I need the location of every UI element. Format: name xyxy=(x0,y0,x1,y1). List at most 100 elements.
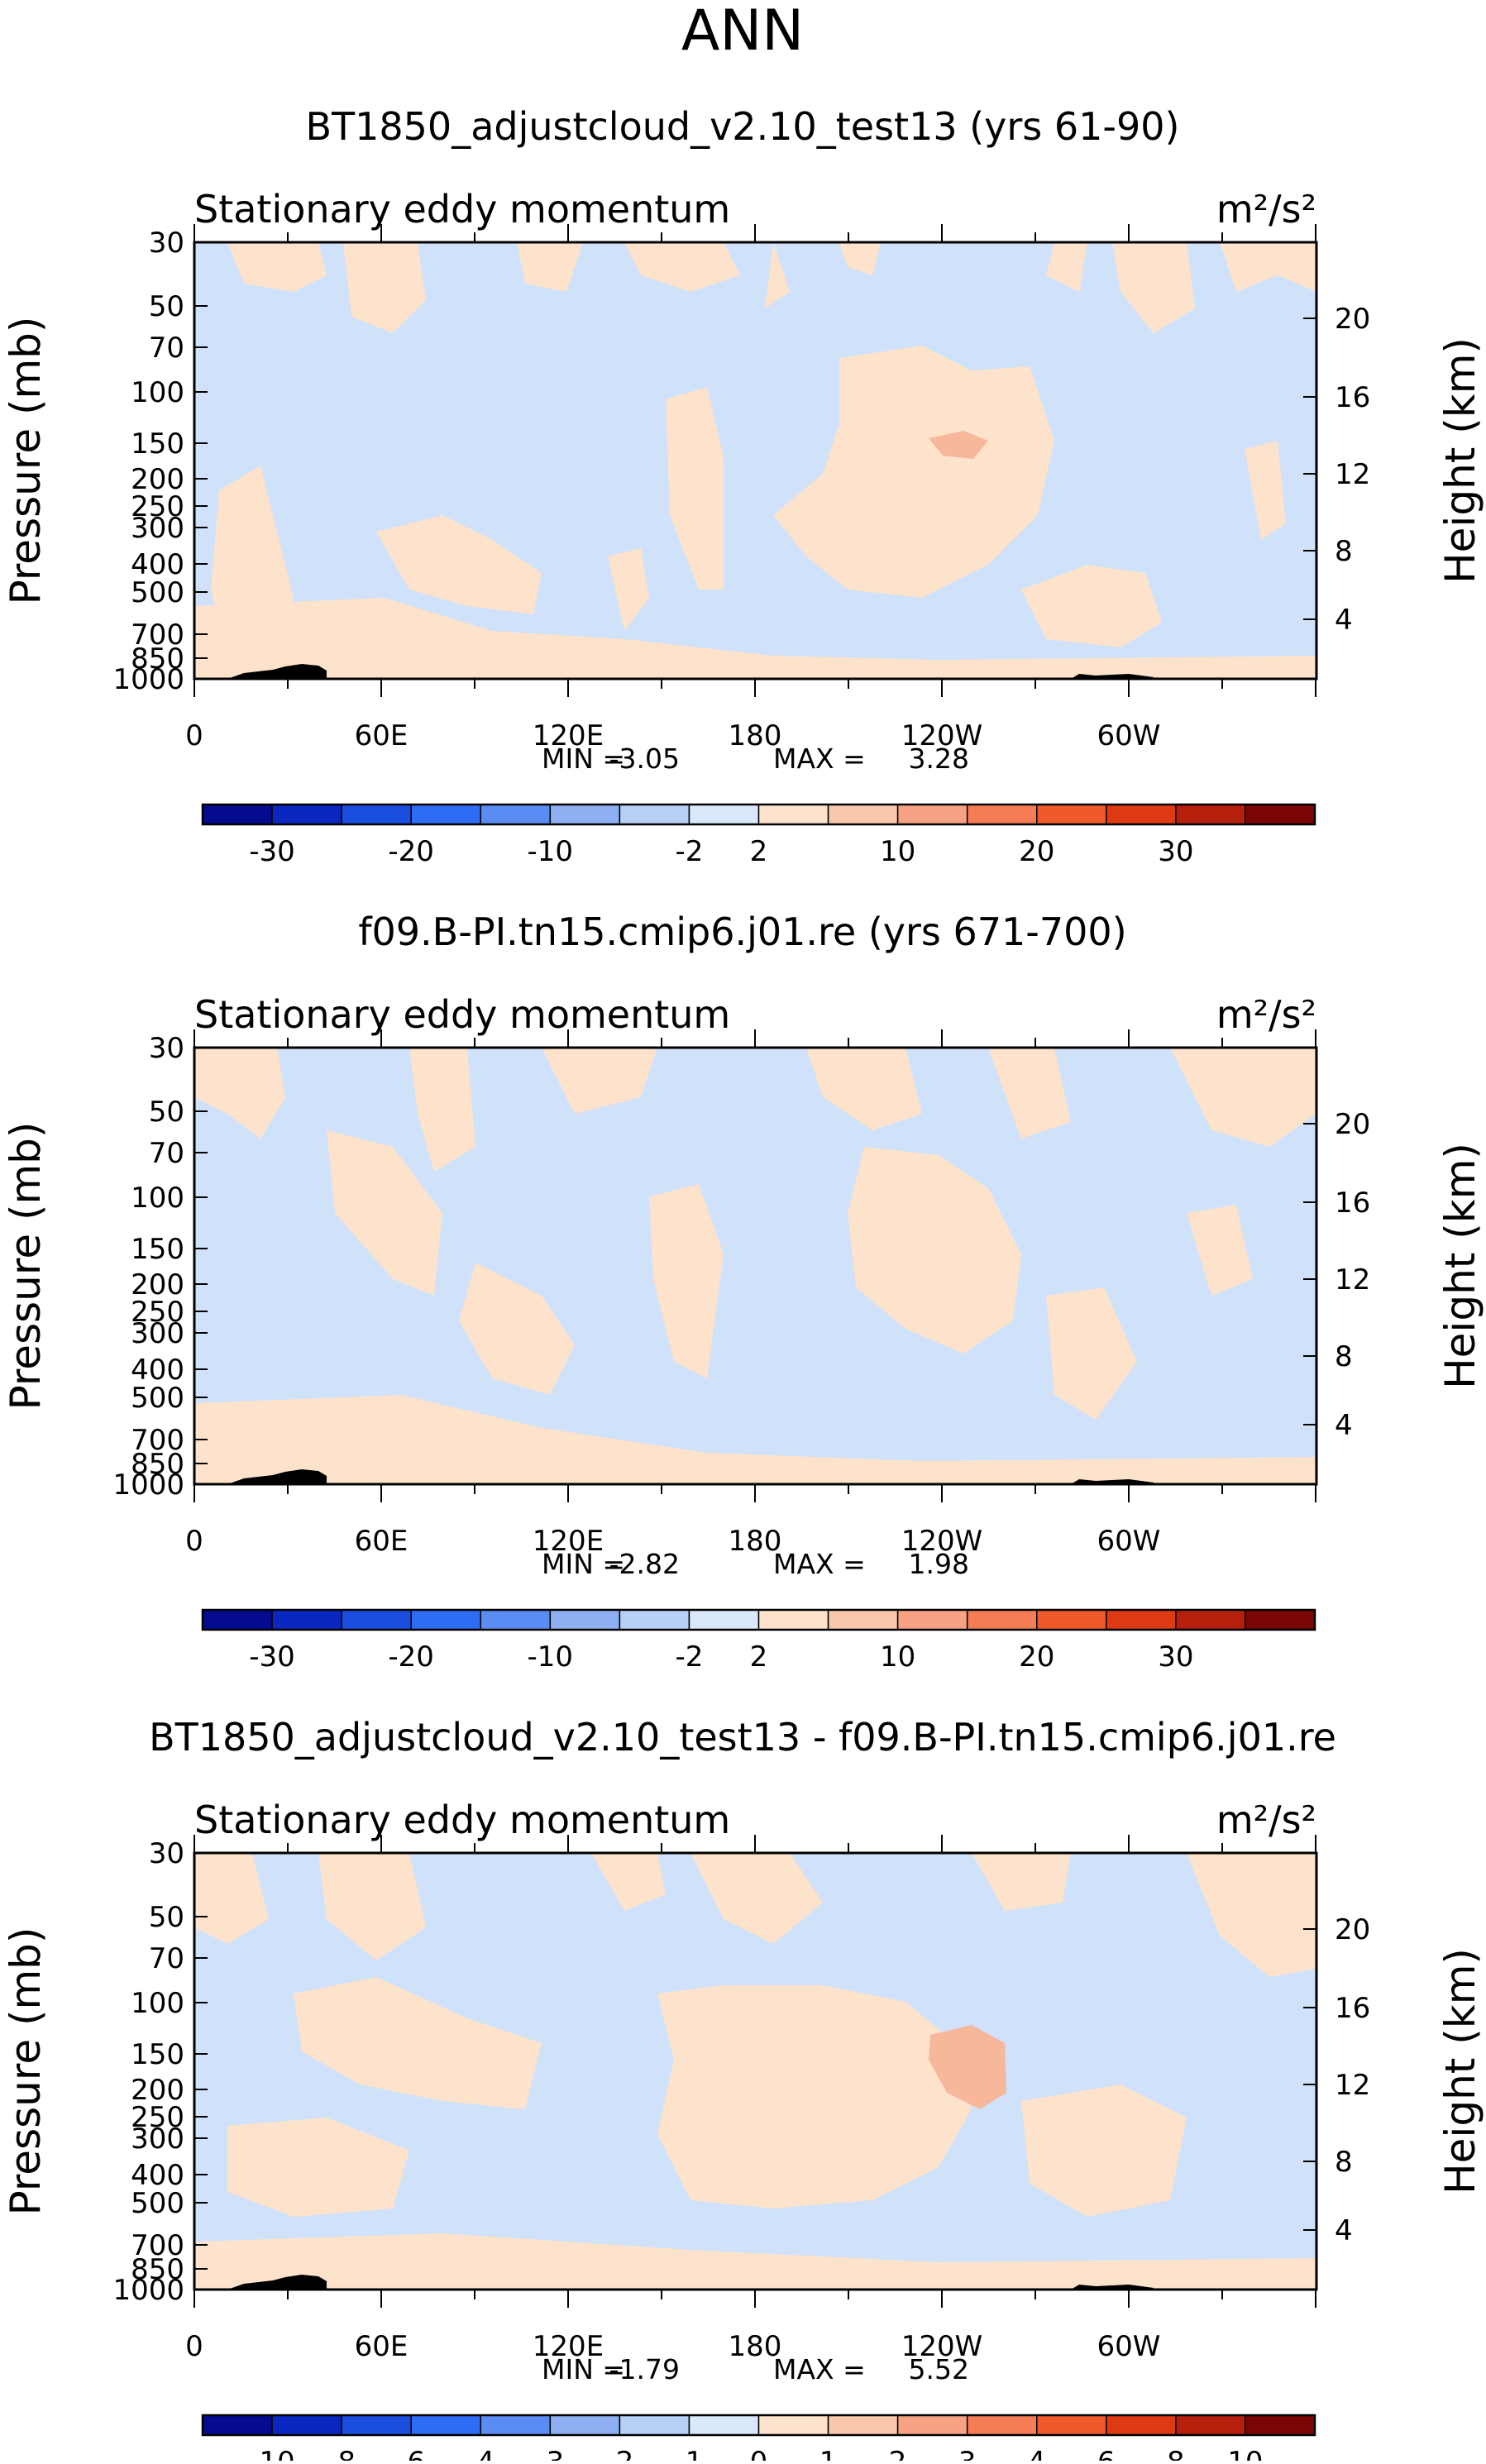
y-axis-label: Pressure (mb) xyxy=(2,1122,50,1411)
y-tick-label: 50 xyxy=(149,1096,184,1129)
contour-region-positive xyxy=(227,2118,409,2217)
y-tick-label: 50 xyxy=(149,290,184,323)
colorbar-tick-label: -2 xyxy=(605,2446,633,2461)
colorbar-swatch xyxy=(827,2414,899,2436)
colorbar-tick-label: -10 xyxy=(528,835,574,868)
x-tick-label: 0 xyxy=(185,1525,203,1558)
colorbar-tick-label: -30 xyxy=(249,835,295,868)
chart-panel: BT1850_adjustcloud_v2.10_test13 - f09.B-… xyxy=(2,1715,1484,2464)
contour-region-positive xyxy=(988,1048,1071,1139)
y2-tick-label: 12 xyxy=(1335,2069,1370,2102)
x-tick-label: 180 xyxy=(729,1525,782,1558)
colorbar-swatch xyxy=(202,804,273,825)
colorbar-swatch xyxy=(966,2414,1038,2436)
contour-region-positive xyxy=(1220,242,1316,292)
y-tick-label: 50 xyxy=(149,1901,184,1934)
colorbar-swatch xyxy=(1245,2414,1316,2436)
plot-area xyxy=(194,242,1316,679)
figure-title: ANN xyxy=(681,0,804,64)
colorbar-swatch xyxy=(341,1609,412,1631)
contour-region-positive xyxy=(1112,242,1195,333)
plot-area xyxy=(194,1853,1316,2290)
colorbar-tick-label: -4 xyxy=(466,2446,495,2461)
colorbar-swatch xyxy=(619,804,690,825)
colorbar-swatch xyxy=(1175,1609,1246,1631)
colorbar-tick-label: 20 xyxy=(1019,835,1054,868)
y-tick-label: 70 xyxy=(149,1942,184,1975)
contour-region-positive xyxy=(690,1853,823,1944)
y2-tick-label: 8 xyxy=(1335,535,1353,568)
colorbar-tick-label: 20 xyxy=(1019,1640,1054,1674)
colorbar-swatch xyxy=(896,1609,968,1631)
colorbar-swatch xyxy=(1036,2414,1107,2436)
contour-region-positive xyxy=(227,242,327,292)
terrain-mask xyxy=(227,664,327,679)
contour-region-positive xyxy=(591,1853,666,1911)
contour-region-positive xyxy=(294,1977,542,2109)
x-tick-label: 120W xyxy=(901,1525,983,1558)
y2-tick-label: 12 xyxy=(1335,1263,1370,1296)
colorbar-swatch xyxy=(549,804,621,825)
colorbar-swatch xyxy=(1106,804,1177,825)
colorbar: -30 -20 -10 -2 2 10 20 30 xyxy=(201,803,1316,868)
x-tick-label: 180 xyxy=(729,719,782,752)
colorbar-tick-label: -2 xyxy=(675,835,703,868)
colorbar-tick-label: -3 xyxy=(536,2446,564,2461)
colorbar-swatch xyxy=(1175,2414,1246,2436)
contour-region-strong xyxy=(929,431,988,459)
colorbar-swatch xyxy=(1245,804,1316,825)
y2-tick-label: 4 xyxy=(1335,2214,1353,2247)
colorbar-swatch xyxy=(202,1609,273,1631)
contour-region-positive xyxy=(1021,565,1162,647)
chart-panel: f09.B-PI.tn15.cmip6.j01.re (yrs 671-700)… xyxy=(2,910,1484,1674)
y-tick-label: 400 xyxy=(131,2159,184,2192)
colorbar-swatch xyxy=(757,1609,829,1631)
contour-region-positive xyxy=(194,1853,269,1944)
contour-region-positive xyxy=(657,1985,972,2209)
colorbar-swatch xyxy=(966,1609,1038,1631)
colorbar-tick-label: 3 xyxy=(958,2446,977,2461)
x-tick-label: 60W xyxy=(1097,719,1161,752)
x-tick-label: 0 xyxy=(185,719,203,752)
colorbar-tick-label: 30 xyxy=(1158,835,1193,868)
colorbar-tick-label: 4 xyxy=(1028,2446,1046,2461)
y-axis-label: Pressure (mb) xyxy=(2,1927,50,2216)
contour-region-positive xyxy=(624,242,740,292)
y-axis-label: Pressure (mb) xyxy=(2,317,50,605)
y-tick-label: 500 xyxy=(131,1382,184,1415)
y2-tick-label: 16 xyxy=(1335,1992,1370,2025)
min-value: -1.79 xyxy=(609,2353,680,2385)
colorbar-swatch xyxy=(1106,1609,1177,1631)
contour-region-positive xyxy=(1170,1048,1316,1147)
colorbar-tick-label: -10 xyxy=(249,2446,295,2461)
y-tick-label: 100 xyxy=(131,1182,184,1215)
contour-region-positive xyxy=(1021,2084,1187,2217)
colorbar-swatch xyxy=(202,2414,273,2436)
max-value: 3.28 xyxy=(909,743,969,775)
y2-tick-label: 12 xyxy=(1335,458,1370,491)
contour-region-positive xyxy=(194,598,1316,679)
contour-region-positive xyxy=(608,548,649,631)
field-label: Stationary eddy momentum xyxy=(194,187,730,232)
y-tick-label: 850 xyxy=(131,2253,184,2286)
contour-region-positive xyxy=(1187,1853,1316,1977)
colorbar-swatch xyxy=(549,1609,621,1631)
colorbar-tick-label: 10 xyxy=(880,1640,915,1674)
colorbar-swatch xyxy=(271,804,342,825)
colorbar-swatch xyxy=(271,2414,342,2436)
colorbar-swatch xyxy=(688,2414,760,2436)
colorbar-swatch xyxy=(757,804,829,825)
contour-region-positive xyxy=(848,1147,1021,1354)
colorbar: -30 -20 -10 -2 2 10 20 30 xyxy=(201,1608,1316,1674)
x-tick-label: 60E xyxy=(355,1525,409,1558)
y-tick-label: 250 xyxy=(131,1296,184,1329)
field-label: Stationary eddy momentum xyxy=(194,1798,730,1842)
min-value: -2.82 xyxy=(609,1548,680,1580)
contour-region-positive xyxy=(649,1184,724,1378)
y-tick-label: 250 xyxy=(131,2101,184,2134)
min-value: -3.05 xyxy=(609,743,680,775)
colorbar-tick-label: -8 xyxy=(327,2446,356,2461)
y-tick-label: 30 xyxy=(149,227,184,260)
x-tick-label: 120E xyxy=(533,1525,604,1558)
max-label: MAX = xyxy=(773,2353,866,2385)
